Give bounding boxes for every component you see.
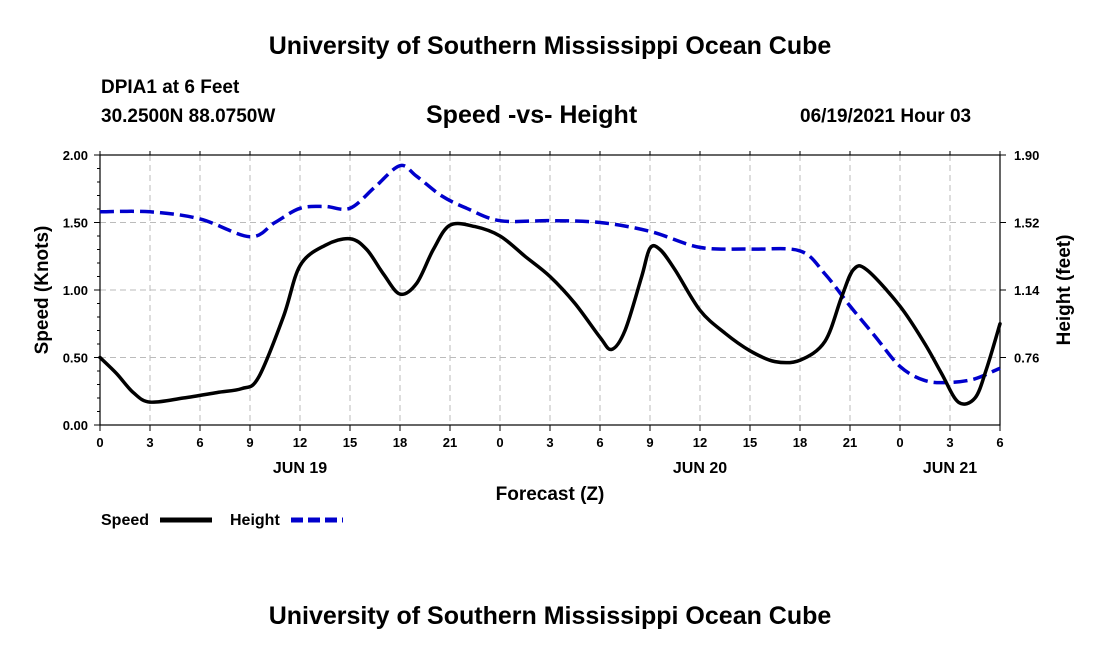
y2-axis-label: Height (feet) (1054, 235, 1075, 346)
y-tick-label: 0.00 (63, 418, 88, 433)
date-label: JUN 20 (673, 460, 727, 477)
x-tick-label: 6 (996, 435, 1003, 450)
y-tick-label: 0.50 (63, 351, 88, 366)
page-title: University of Southern Mississippi Ocean… (268, 32, 832, 60)
x-axis-label: Forecast (Z) (496, 484, 605, 505)
x-tick-label: 15 (343, 435, 357, 450)
x-tick-label: 9 (646, 435, 653, 450)
x-tick-label: 18 (393, 435, 407, 450)
x-tick-label: 0 (96, 435, 103, 450)
y2-tick-label: 1.90 (1014, 148, 1039, 163)
y-axis-label: Speed (Knots) (32, 226, 53, 355)
y2-tick-label: 1.52 (1014, 216, 1039, 231)
y-tick-label: 2.00 (63, 148, 88, 163)
series-lines (98, 163, 1002, 406)
grid (100, 155, 1000, 425)
x-tick-label: 3 (946, 435, 953, 450)
x-tick-label: 0 (896, 435, 903, 450)
height-series-line (99, 163, 1001, 385)
footer-title: University of Southern Mississippi Ocean… (268, 602, 832, 630)
y2-tick-label: 1.14 (1014, 283, 1040, 298)
station-coordinates: 30.2500N 88.0750W (101, 106, 276, 127)
forecast-datetime: 06/19/2021 Hour 03 (800, 106, 972, 127)
axis-ticks: 0 3 6 9 12 15 18 21 0 3 6 9 12 15 18 21 0 3 6 0.00 0.50 1.00 1… (63, 148, 1040, 477)
x-tick-label: 6 (596, 435, 603, 450)
x-tick-label: 3 (546, 435, 553, 450)
station-label: DPIA1 at 6 Feet (101, 77, 240, 98)
x-tick-label: 12 (293, 435, 307, 450)
x-tick-label: 21 (443, 435, 457, 450)
date-label: JUN 19 (273, 460, 327, 477)
x-tick-label: 18 (793, 435, 807, 450)
legend-speed-label: Speed (101, 512, 149, 529)
y2-tick-label: 0.76 (1014, 351, 1039, 366)
speed-series-line (98, 221, 1002, 406)
x-tick-label: 0 (496, 435, 503, 450)
legend-height-label: Height (230, 512, 280, 529)
x-tick-label: 9 (246, 435, 253, 450)
x-tick-label: 15 (743, 435, 757, 450)
y-tick-label: 1.00 (63, 283, 88, 298)
x-tick-label: 12 (693, 435, 707, 450)
x-tick-label: 6 (196, 435, 203, 450)
chart-title: Speed -vs- Height (426, 101, 638, 129)
x-tick-label: 3 (146, 435, 153, 450)
y-tick-label: 1.50 (63, 216, 88, 231)
legend: Speed Height (101, 512, 343, 529)
date-label: JUN 21 (923, 460, 977, 477)
x-tick-label: 21 (843, 435, 857, 450)
